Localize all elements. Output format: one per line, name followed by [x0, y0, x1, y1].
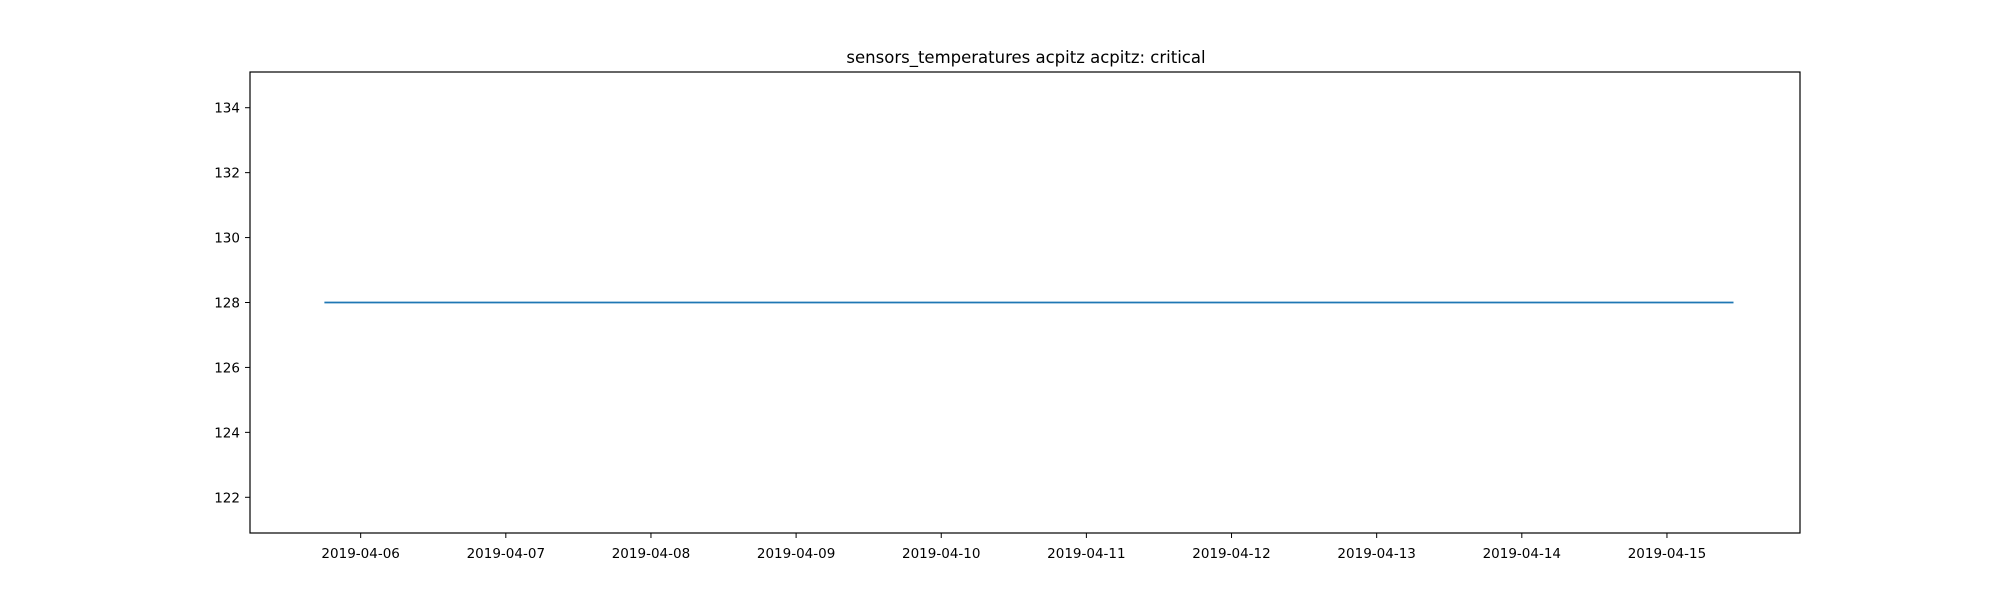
y-tick-label: 134: [214, 101, 240, 117]
x-tick-label: 2019-04-13: [1337, 546, 1415, 562]
x-tick-label: 2019-04-08: [612, 546, 690, 562]
y-tick-label: 126: [214, 360, 240, 376]
x-tick-label: 2019-04-12: [1192, 546, 1270, 562]
y-tick-label: 124: [214, 425, 240, 441]
x-tick-label: 2019-04-15: [1628, 546, 1706, 562]
y-tick-label: 132: [214, 166, 240, 182]
x-tick-label: 2019-04-07: [467, 546, 545, 562]
x-tick-label: 2019-04-10: [902, 546, 980, 562]
plot-frame: [249, 71, 1801, 534]
x-tick-label: 2019-04-11: [1047, 546, 1125, 562]
y-tick-label: 122: [214, 490, 240, 506]
chart-title: sensors_temperatures acpitz acpitz: crit…: [846, 48, 1205, 68]
x-tick-label: 2019-04-06: [321, 546, 399, 562]
x-tick-label: 2019-04-09: [757, 546, 835, 562]
x-axis-ticks: 2019-04-06 2019-04-07 2019-04-08 2019-04-09…: [321, 533, 1706, 562]
plot-area: 2019-04-06 2019-04-07 2019-04-08 2019-04-09…: [214, 71, 1801, 562]
y-axis-ticks: 122 124 126 128 130 132 134: [214, 101, 250, 506]
x-tick-label: 2019-04-14: [1483, 546, 1561, 562]
y-tick-label: 128: [214, 296, 240, 312]
y-tick-label: 130: [214, 231, 240, 247]
